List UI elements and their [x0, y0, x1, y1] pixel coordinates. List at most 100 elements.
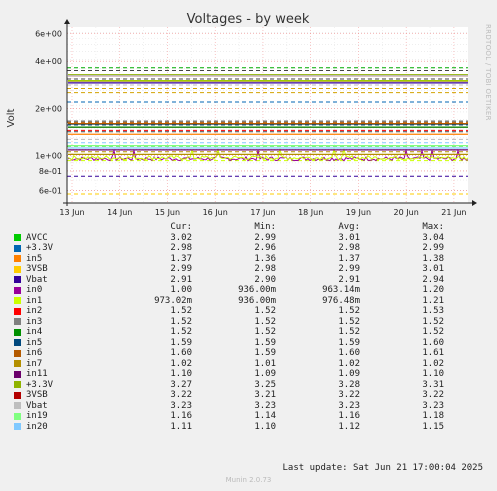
legend-cur-value: 3.22 — [170, 390, 192, 400]
y-axis-label: Volt — [6, 108, 17, 127]
legend-cur-value: 1.59 — [170, 337, 192, 348]
legend-cur-value: 1.11 — [170, 421, 192, 432]
legend-swatch — [14, 307, 21, 315]
legend-cur-value: 2.99 — [170, 264, 192, 274]
x-axis-arrow — [472, 200, 477, 206]
legend-avg-value: 1.60 — [338, 348, 360, 358]
legend-cur-value: 1.52 — [170, 327, 192, 337]
legend-min-value: 1.01 — [254, 358, 276, 369]
legend-row-in11: in11 1.10 1.09 1.09 1.10 — [14, 369, 492, 380]
legend-min-value: 2.99 — [254, 232, 276, 243]
series-line-in0 — [67, 148, 469, 162]
last-update: Last update: Sat Jun 21 17:00:04 2025 — [282, 463, 483, 473]
legend-swatch — [14, 339, 21, 347]
legend-row-33v: +3.3V 3.27 3.25 3.28 3.31 — [14, 380, 492, 391]
legend-max-value: 2.99 — [422, 243, 444, 253]
x-tick-label: 19 Jun — [346, 208, 371, 217]
axis-ticks: 6e-01 8e-01 1e+00 2e+00 4e+00 6e+00 13 Jun 14 J… — [35, 30, 466, 217]
y-tick-label: 8e-01 — [39, 167, 62, 176]
legend-swatch — [14, 349, 21, 357]
x-tick-label: 14 Jun — [107, 208, 132, 217]
legend-row-33v: +3.3V 2.98 2.96 2.98 2.99 — [14, 243, 492, 254]
legend-series-name: in5 — [26, 337, 43, 348]
legend-max-value: 1.18 — [422, 411, 444, 421]
legend-max-value: 1.20 — [422, 285, 444, 295]
legend-swatch — [14, 276, 21, 284]
legend-series-name: in3 — [26, 316, 43, 327]
legend-cur-value: 3.27 — [170, 379, 192, 390]
legend-series-name: Vbat — [26, 274, 48, 285]
legend-swatch — [14, 402, 21, 410]
x-tick-label: 16 Jun — [203, 208, 228, 217]
legend-swatch — [14, 412, 21, 420]
legend-series-name: +3.3V — [26, 243, 54, 253]
series-lines — [67, 74, 469, 162]
legend-row-vbat: Vbat 2.91 2.90 2.91 2.94 — [14, 275, 492, 286]
legend-swatch — [14, 255, 21, 263]
legend-max-value: 3.01 — [422, 264, 444, 274]
legend-swatch — [14, 423, 21, 431]
legend-swatch — [14, 360, 21, 368]
legend-max-value: 1.52 — [422, 327, 444, 337]
legend-row-in7: in7 1.02 1.01 1.02 1.02 — [14, 359, 492, 370]
legend-series-name: Vbat — [26, 400, 48, 411]
legend-row-avcc: AVCC 3.02 2.99 3.01 3.04 — [14, 233, 492, 244]
legend-avg-value: 1.52 — [338, 306, 360, 316]
legend-cur-value: 1.52 — [170, 316, 192, 327]
legend-series-name: in6 — [26, 348, 43, 358]
legend-min-value: 2.90 — [254, 274, 276, 285]
legend-min-value: 936.00m — [238, 295, 276, 306]
legend-series-name: in2 — [26, 306, 43, 316]
legend-swatch — [14, 297, 21, 305]
legend-row-in4: in4 1.52 1.52 1.52 1.52 — [14, 327, 492, 338]
legend-avg-value: 1.52 — [338, 316, 360, 327]
y-tick-label: 4e+00 — [35, 57, 62, 66]
x-tick-label: 17 Jun — [250, 208, 275, 217]
plot-area — [67, 27, 468, 203]
legend-min-value: 1.52 — [254, 316, 276, 327]
chart-title: Voltages - by week — [187, 12, 310, 27]
legend-max-value: 1.61 — [422, 348, 444, 358]
legend-min-value: 1.09 — [254, 369, 276, 379]
legend-cur-value: 1.52 — [170, 306, 192, 316]
legend-cur-value: 1.02 — [170, 358, 192, 369]
legend-swatch — [14, 286, 21, 294]
legend-max-value: 3.23 — [422, 400, 444, 411]
x-tick-label: 20 Jun — [394, 208, 419, 217]
legend-avg-value: 1.02 — [338, 358, 360, 369]
y-axis-arrow — [64, 19, 70, 24]
legend-row-3vsb: 3VSB 2.99 2.98 2.99 3.01 — [14, 264, 492, 275]
legend-row-in5: in5 1.37 1.36 1.37 1.38 — [14, 254, 492, 265]
legend-avg-value: 3.22 — [338, 390, 360, 400]
y-tick-label: 6e+00 — [35, 30, 62, 39]
legend-max-value: 1.38 — [422, 253, 444, 264]
legend-max-value: 3.31 — [422, 379, 444, 390]
x-tick-label: 18 Jun — [298, 208, 323, 217]
legend-min-value: 3.21 — [254, 390, 276, 400]
legend-avg-value: 2.91 — [338, 274, 360, 285]
legend-row-in1: in1 973.02m 936.00m 976.48m 1.21 — [14, 296, 492, 307]
legend-series-name: in1 — [26, 295, 43, 306]
legend-min-value: 1.10 — [254, 421, 276, 432]
legend-header-min: Min: — [254, 222, 276, 232]
legend-min-value: 1.52 — [254, 306, 276, 316]
legend-max-value: 1.53 — [422, 306, 444, 316]
legend-cur-value: 3.02 — [170, 232, 192, 243]
y-tick-label: 6e-01 — [39, 187, 62, 196]
legend-avg-value: 1.12 — [338, 421, 360, 432]
legend-row-in20: in20 1.11 1.10 1.12 1.15 — [14, 422, 492, 433]
legend-avg-value: 1.59 — [338, 337, 360, 348]
legend-swatch — [14, 244, 21, 252]
legend-header-max: Max: — [422, 222, 444, 232]
legend-min-value: 3.25 — [254, 379, 276, 390]
legend-cur-value: 2.91 — [170, 274, 192, 285]
legend-header-avg: Avg: — [338, 222, 360, 232]
legend-avg-value: 3.23 — [338, 400, 360, 411]
legend-min-value: 2.96 — [254, 243, 276, 253]
legend-min-value: 1.36 — [254, 253, 276, 264]
legend-swatch — [14, 318, 21, 326]
legend-cur-value: 1.10 — [170, 369, 192, 379]
munin-version: Munin 2.0.73 — [225, 476, 272, 484]
warning-lines — [67, 67, 468, 195]
legend-avg-value: 1.52 — [338, 327, 360, 337]
